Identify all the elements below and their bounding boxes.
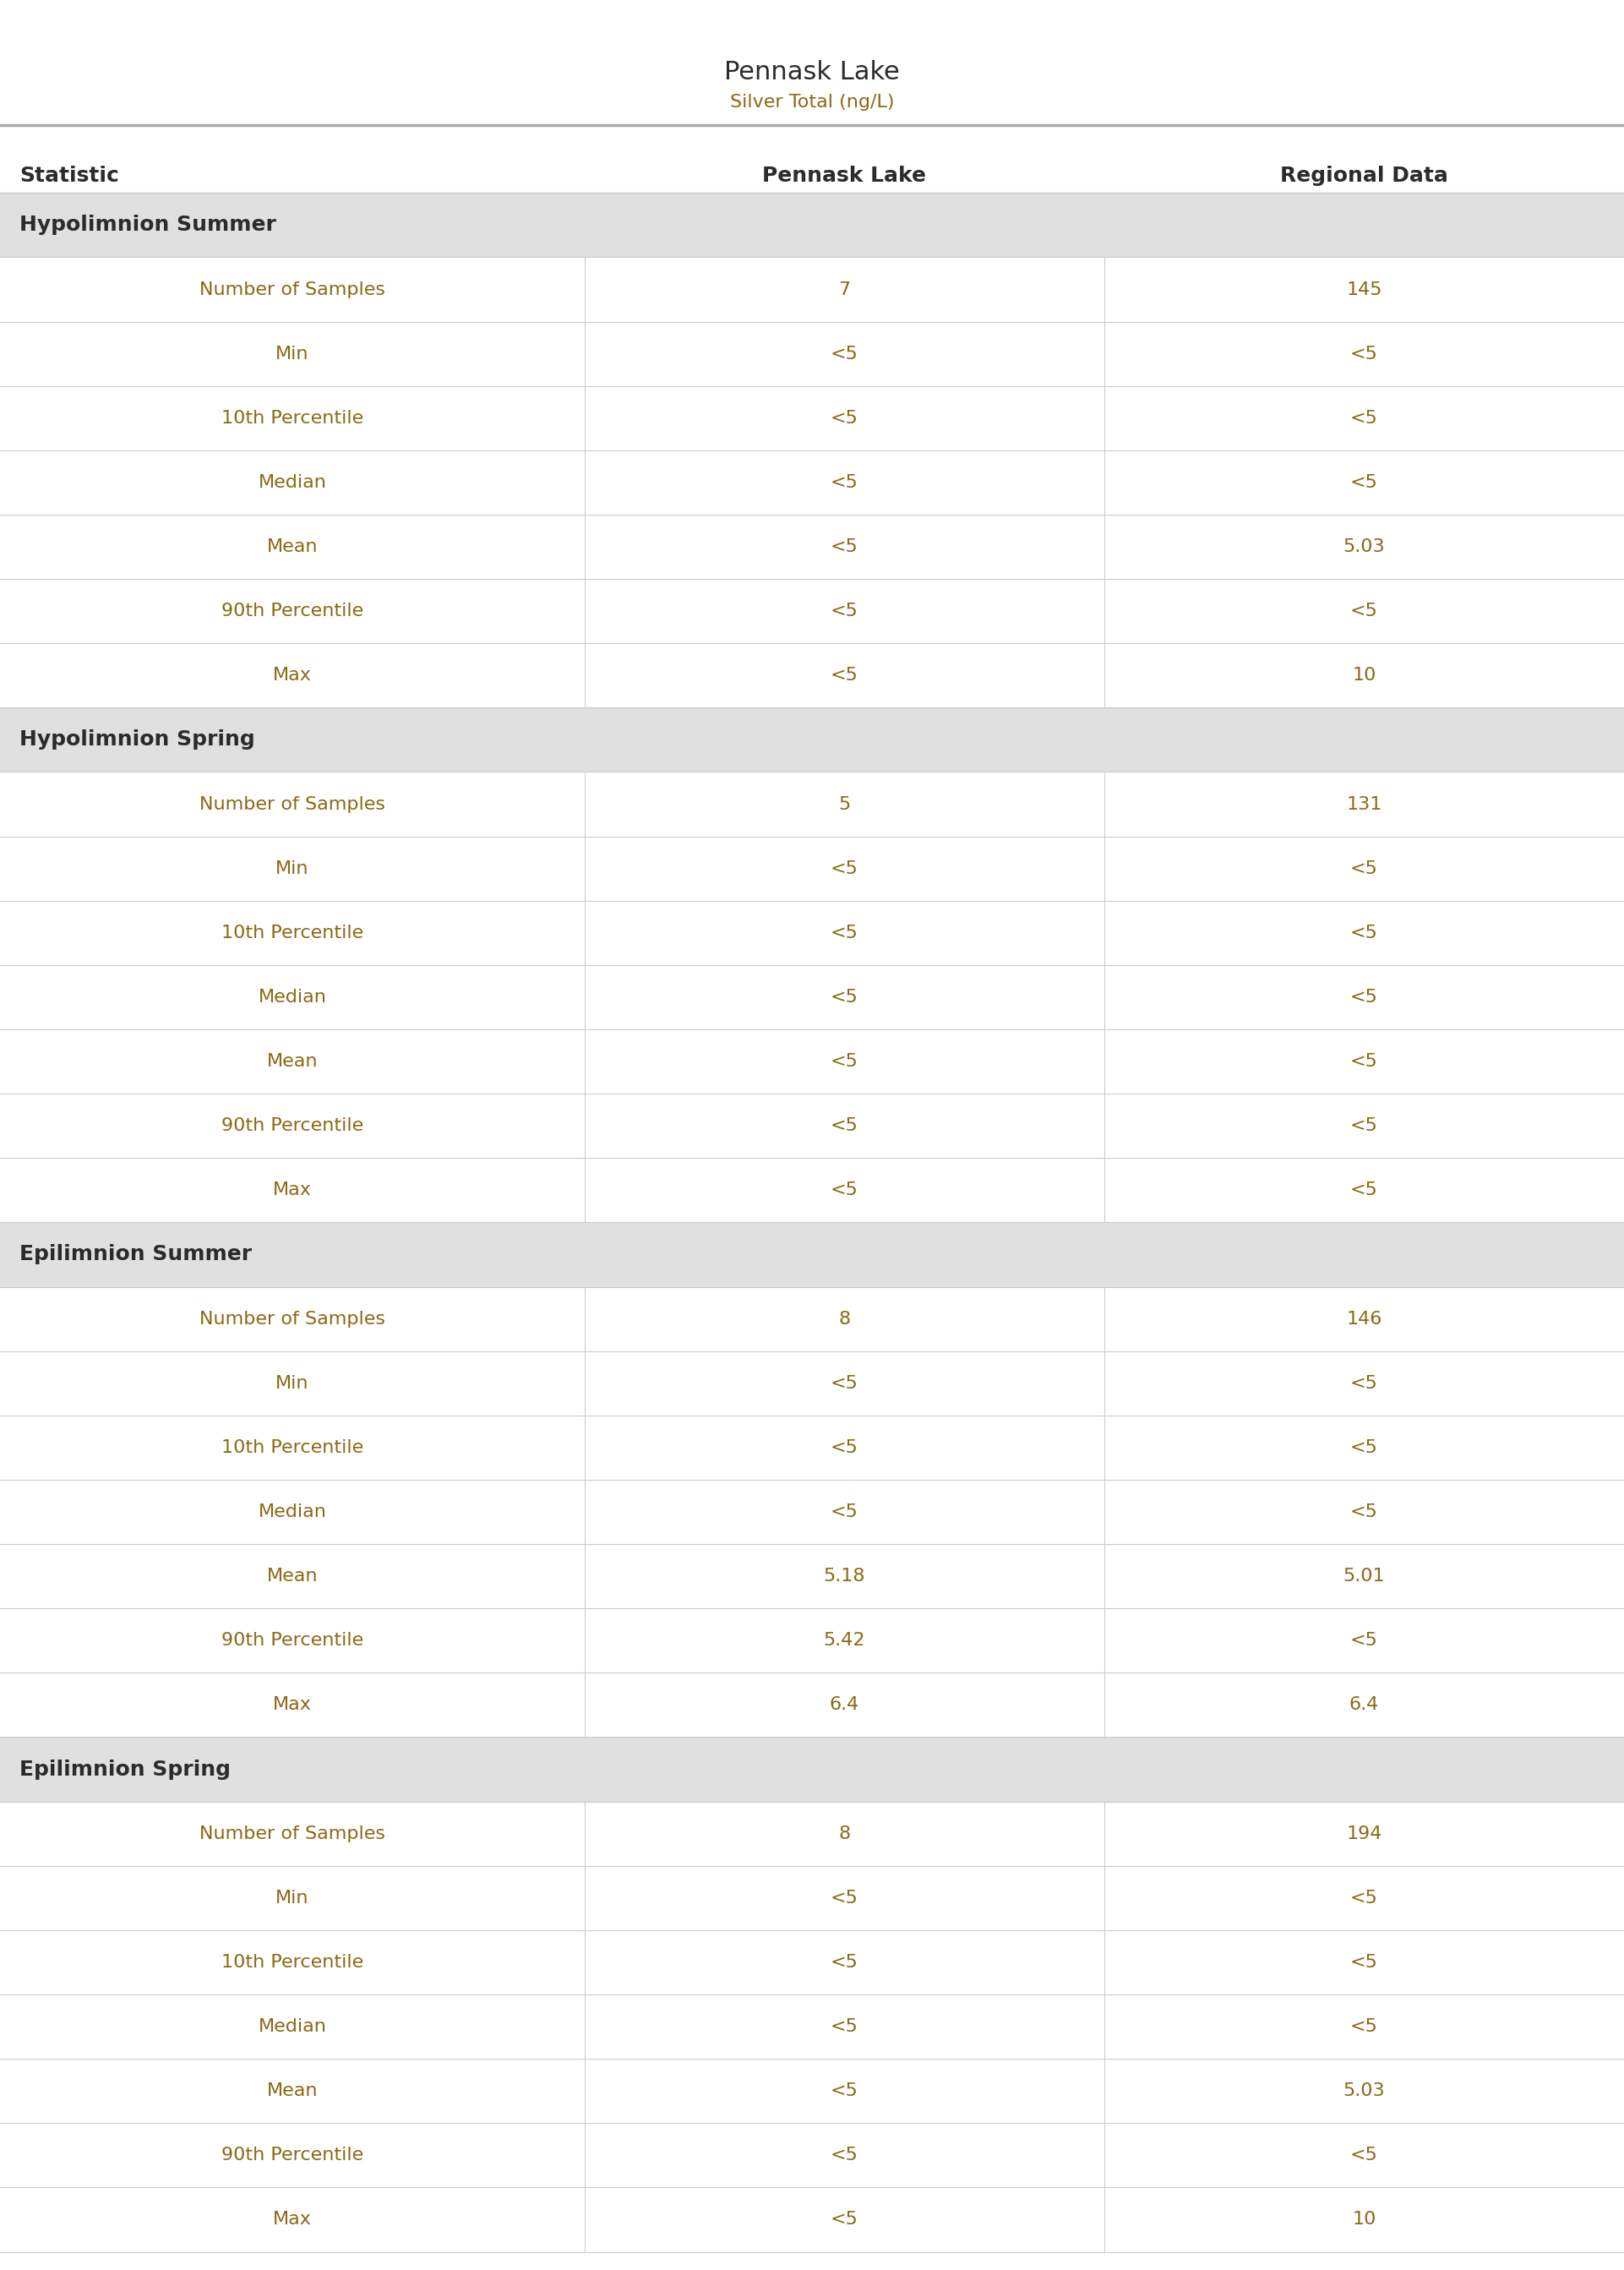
Text: 5: 5	[838, 797, 851, 813]
Text: <5: <5	[1350, 2018, 1379, 2036]
Text: <5: <5	[1350, 924, 1379, 942]
Text: 5.01: 5.01	[1343, 1569, 1385, 1584]
Text: 10th Percentile: 10th Percentile	[221, 924, 364, 942]
Text: Max: Max	[273, 1183, 312, 1199]
Text: Silver Total (ng/L): Silver Total (ng/L)	[729, 93, 895, 111]
Text: Hypolimnion Spring: Hypolimnion Spring	[19, 729, 255, 749]
Text: Mean: Mean	[266, 1569, 318, 1584]
Text: Median: Median	[258, 1503, 326, 1521]
Text: <5: <5	[1350, 1503, 1379, 1521]
Text: <5: <5	[1350, 1053, 1379, 1069]
Text: 8: 8	[838, 1825, 851, 1841]
Text: <5: <5	[830, 1954, 859, 1970]
Text: <5: <5	[1350, 345, 1379, 363]
Text: 10th Percentile: 10th Percentile	[221, 1954, 364, 1970]
Text: <5: <5	[830, 2082, 859, 2100]
Text: 10: 10	[1353, 2211, 1376, 2229]
Text: <5: <5	[830, 990, 859, 1006]
Text: <5: <5	[830, 1503, 859, 1521]
Text: 10th Percentile: 10th Percentile	[221, 1439, 364, 1455]
Text: <5: <5	[830, 924, 859, 942]
Text: 90th Percentile: 90th Percentile	[221, 1632, 364, 1648]
Text: 146: 146	[1346, 1310, 1382, 1328]
Text: 194: 194	[1346, 1825, 1382, 1841]
Text: Max: Max	[273, 667, 312, 683]
Text: <5: <5	[1350, 1439, 1379, 1455]
Text: 5.03: 5.03	[1343, 2082, 1385, 2100]
Text: Median: Median	[258, 990, 326, 1006]
Text: Max: Max	[273, 1696, 312, 1714]
Text: Mean: Mean	[266, 1053, 318, 1069]
Text: <5: <5	[830, 1439, 859, 1455]
Text: Pennask Lake: Pennask Lake	[763, 166, 926, 186]
Text: 90th Percentile: 90th Percentile	[221, 604, 364, 620]
Text: 5.18: 5.18	[823, 1569, 866, 1584]
Text: 90th Percentile: 90th Percentile	[221, 1117, 364, 1135]
Text: Min: Min	[276, 860, 309, 876]
Bar	[0, 1737, 1624, 1802]
Text: Number of Samples: Number of Samples	[200, 797, 385, 813]
Text: 8: 8	[838, 1310, 851, 1328]
Text: <5: <5	[830, 409, 859, 427]
Text: <5: <5	[830, 1053, 859, 1069]
Text: 131: 131	[1346, 797, 1382, 813]
Text: <5: <5	[830, 2018, 859, 2036]
Text: Number of Samples: Number of Samples	[200, 281, 385, 297]
Text: Max: Max	[273, 2211, 312, 2229]
Text: Mean: Mean	[266, 538, 318, 556]
Text: Epilimnion Spring: Epilimnion Spring	[19, 1759, 231, 1780]
Text: 145: 145	[1346, 281, 1382, 297]
Text: <5: <5	[1350, 1183, 1379, 1199]
Text: 10: 10	[1353, 667, 1376, 683]
Text: Statistic: Statistic	[19, 166, 119, 186]
Text: 90th Percentile: 90th Percentile	[221, 2147, 364, 2163]
Text: <5: <5	[1350, 1954, 1379, 1970]
Text: <5: <5	[830, 2211, 859, 2229]
Text: <5: <5	[1350, 2147, 1379, 2163]
Text: <5: <5	[1350, 604, 1379, 620]
Text: <5: <5	[830, 1889, 859, 1907]
Text: Median: Median	[258, 2018, 326, 2036]
Text: <5: <5	[1350, 1889, 1379, 1907]
Text: <5: <5	[1350, 1117, 1379, 1135]
Text: Min: Min	[276, 1889, 309, 1907]
Text: Regional Data: Regional Data	[1280, 166, 1449, 186]
Text: <5: <5	[830, 860, 859, 876]
Text: <5: <5	[830, 2147, 859, 2163]
Text: Mean: Mean	[266, 2082, 318, 2100]
Text: Median: Median	[258, 474, 326, 490]
Text: Min: Min	[276, 1376, 309, 1392]
Text: <5: <5	[830, 474, 859, 490]
Bar	[0, 193, 1624, 257]
Text: <5: <5	[1350, 860, 1379, 876]
Text: Hypolimnion Summer: Hypolimnion Summer	[19, 216, 276, 236]
Text: 5.03: 5.03	[1343, 538, 1385, 556]
Text: <5: <5	[1350, 990, 1379, 1006]
Text: <5: <5	[830, 1376, 859, 1392]
Text: Pennask Lake: Pennask Lake	[724, 61, 900, 84]
Text: <5: <5	[830, 1117, 859, 1135]
Text: Min: Min	[276, 345, 309, 363]
Text: <5: <5	[1350, 474, 1379, 490]
Bar	[0, 1221, 1624, 1287]
Text: <5: <5	[1350, 1376, 1379, 1392]
Text: 7: 7	[838, 281, 851, 297]
Text: Epilimnion Summer: Epilimnion Summer	[19, 1244, 252, 1264]
Text: <5: <5	[1350, 1632, 1379, 1648]
Text: 5.42: 5.42	[823, 1632, 866, 1648]
Text: 10th Percentile: 10th Percentile	[221, 409, 364, 427]
Text: <5: <5	[830, 604, 859, 620]
Text: Number of Samples: Number of Samples	[200, 1310, 385, 1328]
Text: <5: <5	[830, 345, 859, 363]
Text: <5: <5	[830, 538, 859, 556]
Text: 6.4: 6.4	[1350, 1696, 1379, 1714]
Text: <5: <5	[830, 1183, 859, 1199]
Text: Number of Samples: Number of Samples	[200, 1825, 385, 1841]
Text: 6.4: 6.4	[830, 1696, 859, 1714]
Text: <5: <5	[1350, 409, 1379, 427]
Bar	[0, 708, 1624, 772]
Text: <5: <5	[830, 667, 859, 683]
